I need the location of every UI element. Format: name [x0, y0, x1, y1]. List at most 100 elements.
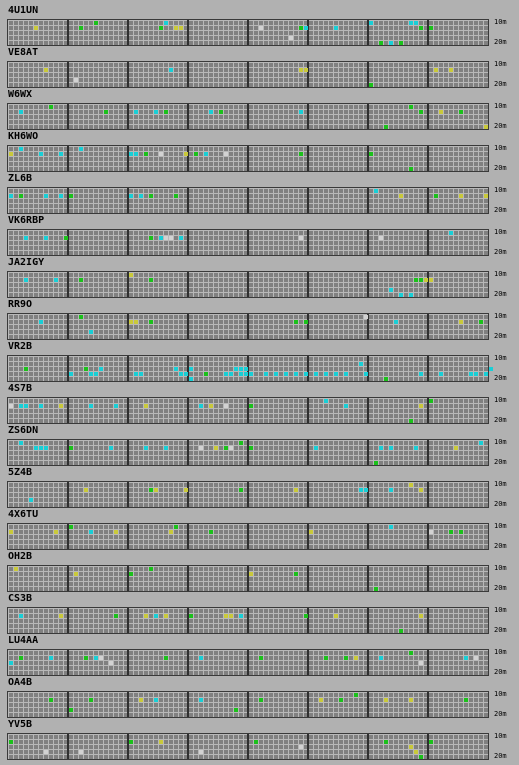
reception-cell: [224, 152, 228, 156]
hour-divider: [247, 608, 249, 633]
hour-divider: [247, 398, 249, 423]
reception-cell: [149, 567, 153, 571]
hour-divider: [367, 104, 369, 129]
hour-divider: [307, 566, 309, 591]
hour-divider: [307, 272, 309, 297]
hour-divider: [127, 62, 129, 87]
reception-cell: [144, 446, 148, 450]
reception-cell: [229, 614, 233, 618]
reception-cell: [239, 367, 243, 371]
reception-cell: [159, 152, 163, 156]
hour-divider: [127, 356, 129, 381]
band-label-top: 10m: [494, 606, 507, 614]
reception-cell: [469, 372, 473, 376]
hour-divider: [187, 146, 189, 171]
reception-cell: [214, 446, 218, 450]
band-label-top: 10m: [494, 18, 507, 26]
reception-cell: [369, 21, 373, 25]
hour-divider: [367, 146, 369, 171]
reception-cell: [79, 278, 83, 282]
reception-cell: [334, 26, 338, 30]
beacon-row: YV5B 10m 20m: [0, 719, 519, 761]
hour-divider: [427, 440, 429, 465]
reception-cell: [29, 498, 33, 502]
reception-cell: [174, 194, 178, 198]
reception-cell: [139, 698, 143, 702]
band-label-top: 10m: [494, 564, 507, 572]
hour-divider: [67, 356, 69, 381]
reception-cell: [114, 530, 118, 534]
hour-divider: [127, 692, 129, 717]
reception-cell: [19, 656, 23, 660]
hour-divider: [247, 230, 249, 255]
reception-cell: [24, 278, 28, 282]
hour-divider: [307, 146, 309, 171]
reception-cell: [454, 446, 458, 450]
reception-cell: [419, 278, 423, 282]
reception-cell: [364, 488, 368, 492]
reception-cell: [129, 273, 133, 277]
hour-divider: [127, 608, 129, 633]
reception-grid: [8, 734, 488, 759]
band-label-bottom: 20m: [494, 458, 507, 466]
reception-cell: [449, 530, 453, 534]
beacon-callsign: RR9O: [8, 299, 33, 310]
hour-divider: [187, 314, 189, 339]
reception-cell: [89, 698, 93, 702]
hour-divider: [127, 650, 129, 675]
reception-cell: [109, 446, 113, 450]
reception-grid: [8, 314, 488, 339]
reception-cell: [169, 68, 173, 72]
hour-divider: [247, 314, 249, 339]
band-label-top: 10m: [494, 354, 507, 362]
reception-cell: [419, 404, 423, 408]
reception-cell: [379, 236, 383, 240]
hour-divider: [307, 356, 309, 381]
beacon-row: LU4AA 10m 20m: [0, 635, 519, 677]
reception-cell: [224, 614, 228, 618]
band-label-bottom: 20m: [494, 542, 507, 550]
reception-cell: [129, 194, 133, 198]
hour-divider: [127, 230, 129, 255]
hour-divider: [67, 104, 69, 129]
beacon-row: JA2IGY 10m 20m: [0, 257, 519, 299]
reception-cell: [199, 446, 203, 450]
reception-cell: [419, 488, 423, 492]
reception-cell: [114, 404, 118, 408]
reception-cell: [24, 367, 28, 371]
beacon-callsign: 4U1UN: [8, 5, 39, 16]
reception-cell: [239, 372, 243, 376]
hour-divider: [307, 314, 309, 339]
reception-cell: [9, 530, 13, 534]
reception-cell: [224, 404, 228, 408]
hour-divider: [127, 188, 129, 213]
band-label-top: 10m: [494, 522, 507, 530]
reception-cell: [149, 488, 153, 492]
reception-cell: [324, 372, 328, 376]
beacon-callsign: 4S7B: [8, 383, 33, 394]
reception-cell: [239, 614, 243, 618]
hour-divider: [427, 146, 429, 171]
band-label-top: 10m: [494, 228, 507, 236]
hour-divider: [367, 20, 369, 45]
reception-cell: [429, 530, 433, 534]
hour-divider: [367, 356, 369, 381]
hour-divider: [247, 272, 249, 297]
band-label-top: 10m: [494, 732, 507, 740]
reception-cell: [9, 194, 13, 198]
beacon-callsign: CS3B: [8, 593, 33, 604]
reception-cell: [409, 651, 413, 655]
reception-cell: [194, 152, 198, 156]
reception-cell: [19, 110, 23, 114]
reception-cell: [374, 461, 378, 465]
reception-grid: [8, 104, 488, 129]
reception-cell: [259, 698, 263, 702]
reception-cell: [324, 399, 328, 403]
reception-cell: [354, 693, 358, 697]
reception-cell: [474, 372, 478, 376]
hour-divider: [307, 188, 309, 213]
reception-cell: [79, 750, 83, 754]
hour-divider: [127, 524, 129, 549]
reception-grid: [8, 272, 488, 297]
reception-cell: [439, 372, 443, 376]
